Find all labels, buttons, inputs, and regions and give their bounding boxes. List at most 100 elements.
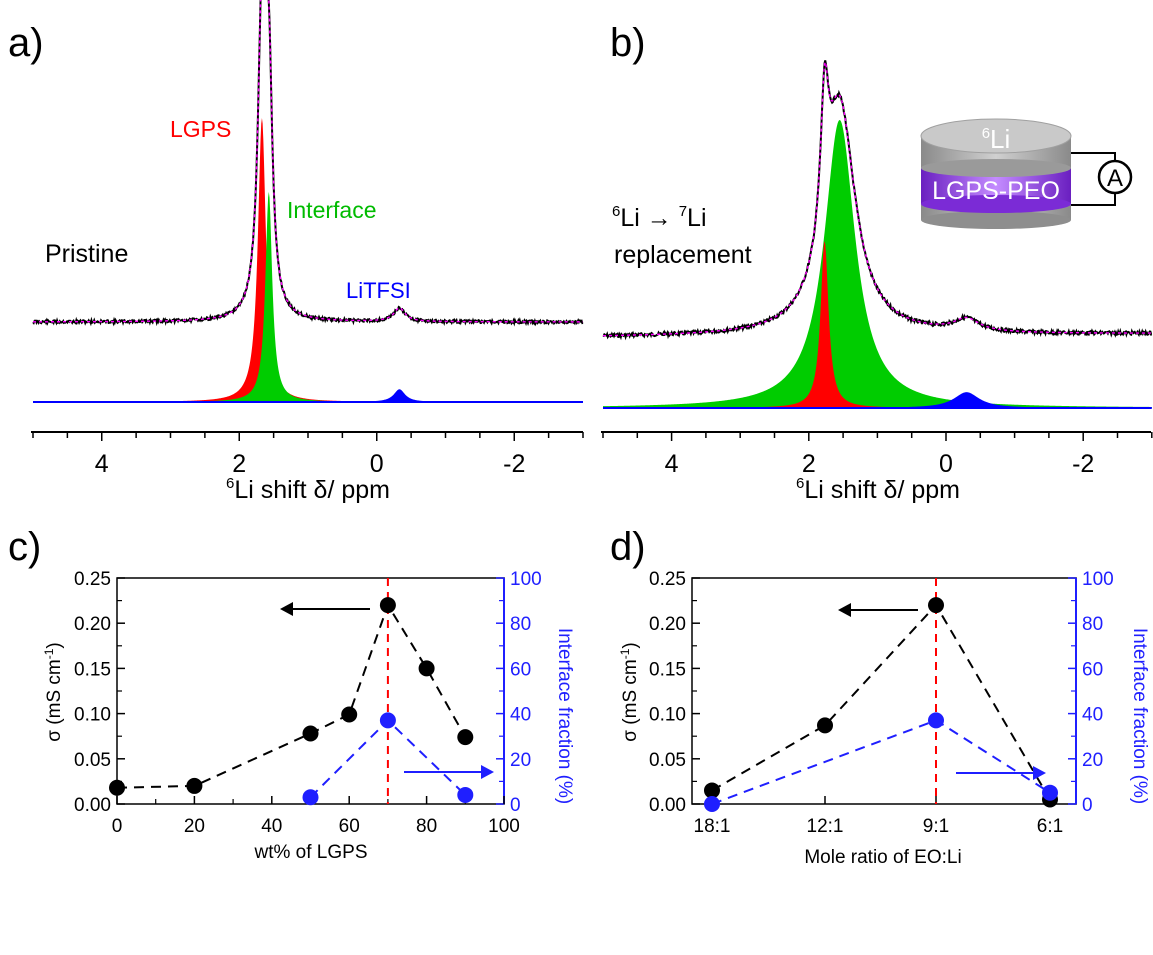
peak-fill-interface <box>33 191 583 402</box>
x-tick-label: 80 <box>416 816 437 837</box>
panel-d-plot <box>704 578 1058 812</box>
x-tick-label: 9:1 <box>923 816 949 837</box>
x-tick-label: 60 <box>339 816 360 837</box>
panel-b-label: b) <box>610 21 646 65</box>
sigma-point <box>704 782 720 799</box>
y-tick-label-left: 0.10 <box>649 705 686 726</box>
cell-top-label: 6Li <box>982 124 1011 154</box>
x-tick-label: -2 <box>1072 450 1094 478</box>
replacement-label-line1: 6Li → 7Li <box>612 203 707 232</box>
panel-c-y-label-left: σ (mS cm-1) <box>42 642 65 741</box>
y-tick-label-right: 20 <box>510 750 531 771</box>
y-tick-label-left: 0.00 <box>649 795 686 816</box>
x-tick-label: 12:1 <box>807 816 844 837</box>
panel-d-y-label-left: σ (mS cm-1) <box>618 642 641 741</box>
sigma-point <box>109 779 125 796</box>
ammeter-icon <box>1097 159 1133 195</box>
y-tick-label-left: 0.25 <box>649 569 686 590</box>
y-tick-label-right: 100 <box>1082 569 1114 590</box>
y-tick-label-right: 20 <box>1082 750 1103 771</box>
sigma-line <box>711 603 1051 800</box>
panel-c-label: c) <box>8 525 41 569</box>
legend-litfsi: LiTFSI <box>346 278 411 303</box>
sigma-point <box>186 777 203 794</box>
panel-b-x-label: 6Li shift δ/ ppm <box>796 475 960 504</box>
x-tick-label: -2 <box>503 450 525 478</box>
panel-c-right-arrow <box>404 765 494 779</box>
panel-b-peak-fills <box>603 120 1152 409</box>
sigma-line <box>116 602 467 789</box>
panel-c-plot <box>109 578 474 806</box>
peak-fill-interface <box>603 120 1152 408</box>
y-tick-label-left: 0.10 <box>74 705 111 726</box>
legend-interface: Interface <box>287 197 377 223</box>
sigma-point <box>302 725 319 742</box>
fraction-point <box>928 712 944 729</box>
y-tick-label-right: 80 <box>510 614 531 635</box>
sigma-point <box>341 706 358 723</box>
panel-b-x-axis: 4 2 0 -2 <box>601 431 1153 478</box>
y-tick-label-right: 40 <box>510 705 531 726</box>
panel-c-frame <box>116 577 505 805</box>
panel-d-ticks: 0.00 0.05 0.10 0.15 0.20 0.25 0 20 40 60 80 100 18:1… <box>649 569 1114 837</box>
panel-a-label: a) <box>8 21 44 65</box>
fraction-point <box>302 789 319 806</box>
y-tick-label-right: 100 <box>510 569 542 590</box>
panel-d-x-label: Mole ratio of EO:Li <box>804 847 961 868</box>
fraction-point <box>457 786 474 803</box>
x-tick-label: 6:1 <box>1037 816 1063 837</box>
y-tick-label-left: 0.00 <box>74 795 111 816</box>
fraction-point <box>1042 784 1058 801</box>
panel-d-label: d) <box>610 525 646 569</box>
sigma-point <box>928 597 944 614</box>
y-tick-label-right: 60 <box>1082 659 1103 680</box>
panel-a-x-label: 6Li shift δ/ ppm <box>226 475 390 504</box>
panel-d-frame <box>691 577 1077 805</box>
panel-d-right-arrow <box>956 766 1046 780</box>
fraction-line <box>309 718 466 798</box>
y-tick-label-left: 0.05 <box>74 750 111 771</box>
fit-spectrum <box>33 0 584 323</box>
x-tick-label: 0 <box>112 816 123 837</box>
panel-c-left-arrow <box>280 602 370 616</box>
x-tick-label: 18:1 <box>694 816 731 837</box>
sigma-point <box>457 729 474 746</box>
panel-a: a) 4 2 0 -2 LGPS Interface LiTFSI Pristine … <box>8 0 584 504</box>
x-tick-label: 2 <box>232 450 246 478</box>
y-tick-label-right: 0 <box>510 795 521 816</box>
y-tick-label-left: 0.15 <box>649 659 686 680</box>
cell-schematic: A 6Li LGPS-PEO <box>920 118 1133 229</box>
x-tick-label: 4 <box>665 450 679 478</box>
x-tick-label: 2 <box>802 450 816 478</box>
y-tick-label-left: 0.15 <box>74 659 111 680</box>
panel-a-x-axis: 4 2 0 -2 <box>31 431 584 478</box>
experimental-spectrum <box>32 0 584 327</box>
panel-c: c) 0.000.050.100.150.200.250204060801000… <box>8 525 575 863</box>
panel-d-y-label-right: Interface fraction (%) <box>1129 628 1150 804</box>
panel-a-peak-fills <box>33 118 583 403</box>
fraction-point <box>704 796 720 812</box>
panel-a-spectra <box>32 0 584 327</box>
legend-lgps: LGPS <box>170 116 231 142</box>
x-tick-label: 4 <box>95 450 109 478</box>
y-tick-label-right: 60 <box>510 659 531 680</box>
x-tick-label: 40 <box>261 816 282 837</box>
y-tick-label-left: 0.05 <box>649 750 686 771</box>
panel-d-left-arrow <box>838 603 918 617</box>
sigma-point <box>418 660 435 677</box>
panel-c-x-label: wt% of LGPS <box>254 842 368 863</box>
ammeter-wire <box>1065 152 1116 206</box>
y-tick-label-left: 0.20 <box>649 614 686 635</box>
fraction-point <box>379 712 396 729</box>
panel-c-y-label-right: Interface fraction (%) <box>554 628 575 804</box>
x-tick-label: 0 <box>370 450 384 478</box>
cell-mid-label: LGPS-PEO <box>932 177 1060 205</box>
panel-b-spectra <box>602 59 1153 341</box>
panel-d: d) 0.00 0.05 0.10 0.15 0.20 0.25 0 20 40 60 80 100 1… <box>610 525 1150 868</box>
sigma-point <box>379 597 396 614</box>
y-tick-label-right: 0 <box>1082 795 1093 816</box>
panel-b: b) 4 2 0 -2 6Li → 7Li replacement 6Li shift… <box>601 21 1153 504</box>
x-tick-label: 100 <box>488 816 520 837</box>
y-tick-label-left: 0.20 <box>74 614 111 635</box>
